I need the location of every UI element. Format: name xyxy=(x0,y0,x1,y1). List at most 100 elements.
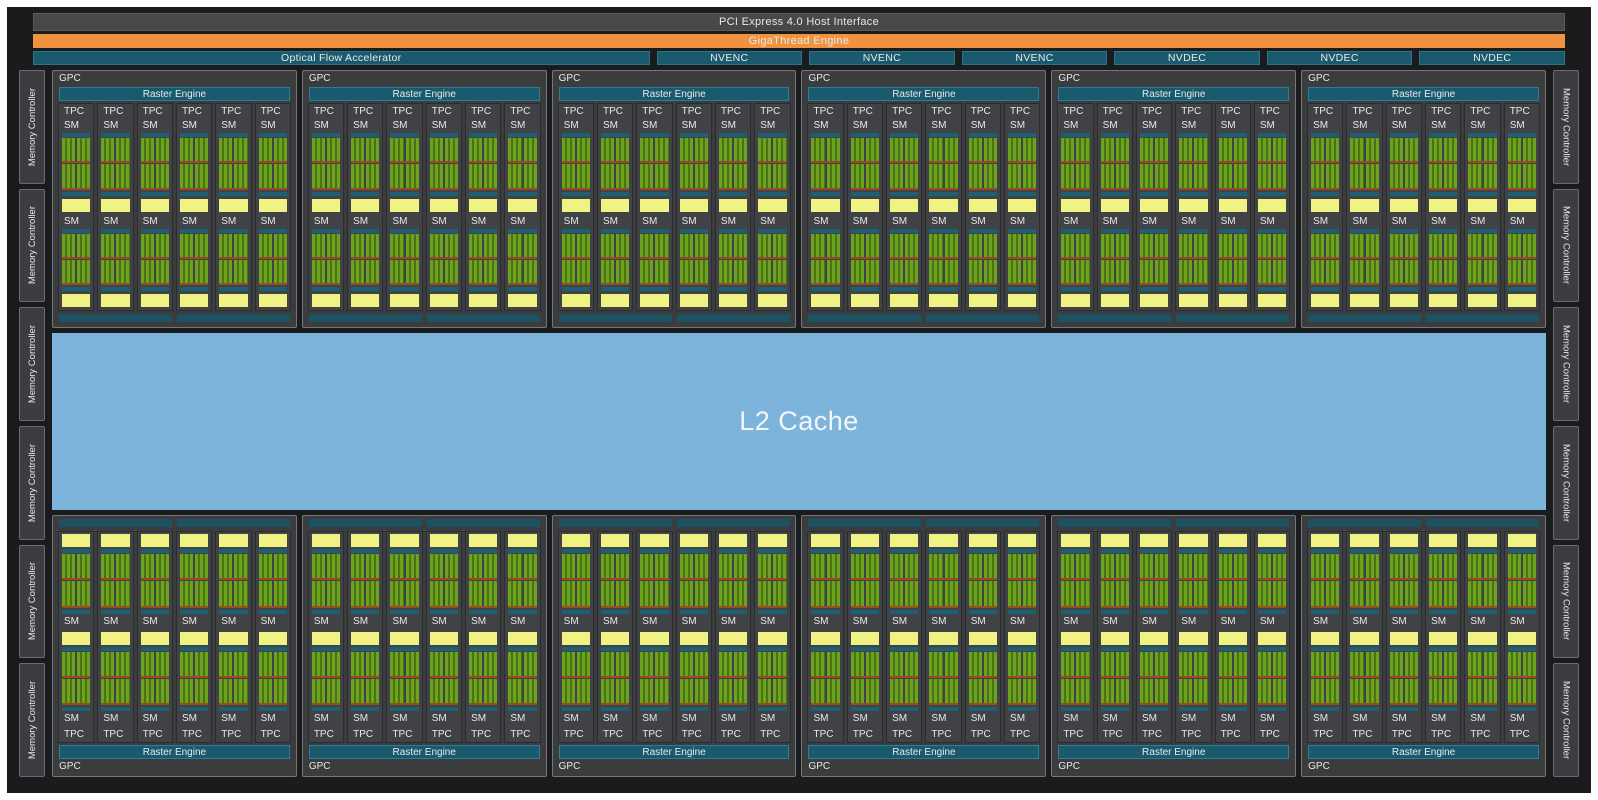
sm-bottom-strip xyxy=(180,287,208,291)
core-block xyxy=(156,652,169,676)
core-row xyxy=(811,652,839,678)
tpc-row: TPCSMSMTPCSMSMTPCSMSMTPCSMSMTPCSMSMTPCSM… xyxy=(1306,102,1541,312)
core-block xyxy=(1116,138,1129,161)
tpc-row: TPCSMSMTPCSMSMTPCSMSMTPCSMSMTPCSMSMTPCSM… xyxy=(57,102,292,312)
core-block xyxy=(984,554,997,578)
gpc-block: GPCRaster EngineTPCSMSMTPCSMSMTPCSMSMTPC… xyxy=(801,515,1046,777)
core-block xyxy=(695,164,708,187)
core-block xyxy=(1194,554,1207,578)
core-block xyxy=(719,234,732,257)
core-block xyxy=(1155,260,1168,283)
sm-top-strip xyxy=(562,707,590,711)
shared-memory-block xyxy=(562,199,590,212)
gpc-block: GPCRaster EngineTPCSMSMTPCSMSMTPCSMSMTPC… xyxy=(1301,70,1546,328)
sm-block: SM xyxy=(677,215,711,311)
core-block xyxy=(1444,652,1457,676)
core-block xyxy=(195,679,208,703)
sm-label: SM xyxy=(969,615,997,628)
sm-bottom-strip xyxy=(1008,287,1036,291)
core-block xyxy=(430,138,443,161)
sm-label: SM xyxy=(969,119,997,132)
tpc-block: TPCSMSM xyxy=(1097,103,1133,311)
tpc-row: TPCSMSMTPCSMSMTPCSMSMTPCSMSMTPCSMSMTPCSM… xyxy=(1056,102,1291,312)
core-row xyxy=(1179,164,1207,189)
core-block xyxy=(1219,581,1232,605)
core-block xyxy=(1076,581,1089,605)
tpc-label: TPC xyxy=(637,727,671,742)
tpc-label: TPC xyxy=(1137,104,1171,119)
core-block xyxy=(430,652,443,676)
core-block xyxy=(219,581,232,605)
core-block xyxy=(312,679,325,703)
tpc-label: TPC xyxy=(466,104,500,119)
core-block xyxy=(1390,138,1403,161)
sm-label: SM xyxy=(312,615,340,628)
shared-memory-block xyxy=(351,199,379,212)
sm-bottom-strip xyxy=(101,287,129,291)
core-block xyxy=(508,234,521,257)
core-block xyxy=(945,164,958,187)
core-block xyxy=(1273,652,1286,676)
gpc-block: GPCRaster EngineTPCSMSMTPCSMSMTPCSMSMTPC… xyxy=(801,70,1046,328)
core-block xyxy=(929,260,942,283)
sm-label: SM xyxy=(312,712,340,725)
tpc-label: TPC xyxy=(505,727,539,742)
sm-block: SM xyxy=(1216,532,1250,630)
core-block xyxy=(156,234,169,257)
gpc-label: GPC xyxy=(557,72,792,86)
sm-bottom-strip xyxy=(969,549,997,553)
core-block xyxy=(1179,260,1192,283)
gpc-label: GPC xyxy=(1306,72,1541,86)
tpc-block: TPCSMSM xyxy=(1386,103,1422,311)
core-row xyxy=(1468,679,1496,705)
sm-label: SM xyxy=(469,615,497,628)
sm-block: SM xyxy=(848,630,882,728)
sm-bottom-strip xyxy=(811,549,839,553)
sm-bottom-strip xyxy=(1061,192,1089,196)
core-row xyxy=(680,581,708,607)
sm-top-strip xyxy=(640,610,668,614)
core-block xyxy=(469,260,482,283)
core-row xyxy=(1390,581,1418,607)
core-block xyxy=(1273,581,1286,605)
sm-bottom-strip xyxy=(469,287,497,291)
core-block xyxy=(945,554,958,578)
sm-bottom-strip xyxy=(1350,192,1378,196)
core-block xyxy=(259,679,272,703)
gpc-edge-strip xyxy=(1176,519,1289,527)
core-row xyxy=(1008,554,1036,580)
core-row xyxy=(640,554,668,580)
core-block xyxy=(219,234,232,257)
core-block xyxy=(234,652,247,676)
shared-memory-block xyxy=(851,632,879,645)
sm-label: SM xyxy=(1468,712,1496,725)
sm-label: SM xyxy=(1508,119,1536,132)
core-block xyxy=(773,679,786,703)
tpc-label: TPC xyxy=(1005,104,1039,119)
sm-block: SM xyxy=(966,119,1000,215)
sm-bottom-strip xyxy=(508,647,536,651)
core-block xyxy=(1350,164,1363,187)
sm-block: SM xyxy=(216,630,250,728)
core-block xyxy=(366,679,379,703)
tpc-row: TPCSMSMTPCSMSMTPCSMSMTPCSMSMTPCSMSMTPCSM… xyxy=(806,102,1041,312)
sm-bottom-strip xyxy=(811,287,839,291)
sm-bottom-strip xyxy=(219,549,247,553)
core-row xyxy=(890,554,918,580)
core-block xyxy=(1468,234,1481,257)
tpc-block: TPCSMSM xyxy=(347,103,383,311)
gpc-edge-strip-row xyxy=(309,314,540,322)
sm-bottom-strip xyxy=(890,647,918,651)
core-block xyxy=(969,138,982,161)
shared-memory-block xyxy=(929,199,957,212)
gpc-edge-strip-row xyxy=(59,314,290,322)
sm-bottom-strip xyxy=(562,287,590,291)
core-row xyxy=(430,652,458,678)
sm-block: SM xyxy=(848,119,882,215)
sm-block: SM xyxy=(716,630,750,728)
core-row xyxy=(851,581,879,607)
sm-block: SM xyxy=(1426,630,1460,728)
core-block xyxy=(905,679,918,703)
core-row xyxy=(1258,138,1286,163)
core-block xyxy=(773,164,786,187)
